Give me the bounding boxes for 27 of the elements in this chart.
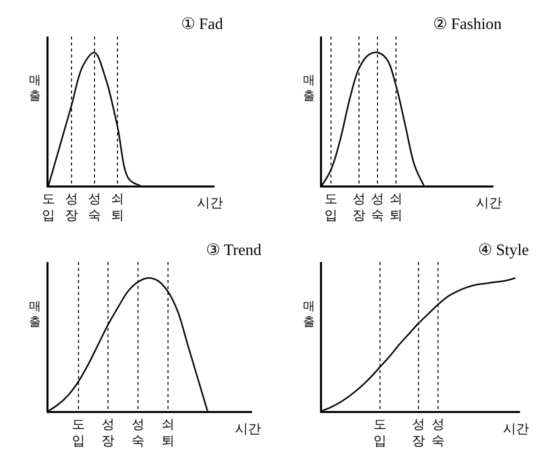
x-axis-title: 시간 (503, 422, 529, 437)
x-tick-label: 성장 (64, 192, 78, 224)
x-tick-label: 도입 (324, 192, 338, 224)
x-tick-label: 성숙 (371, 192, 384, 224)
chart-title: ① Fad (181, 16, 223, 33)
x-tick-label: 도입 (373, 417, 386, 450)
y-axis-title: 매출 (303, 299, 315, 329)
x-axis-title: 시간 (235, 422, 261, 437)
x-tick-label: 쇠퇴 (390, 192, 403, 224)
y-axis-title: 매출 (29, 73, 41, 103)
x-tick-label: 쇠퇴 (161, 417, 174, 450)
x-axis-title: 시간 (476, 196, 502, 211)
x-tick-label: 성장 (102, 417, 115, 450)
chart-title: ④ Style (478, 242, 529, 259)
x-tick-label: 성숙 (131, 417, 144, 450)
x-tick-label: 쇠퇴 (110, 192, 124, 224)
x-tick-label: 성장 (412, 417, 426, 450)
x-tick-label: 성숙 (88, 192, 101, 224)
chart-title: ③ Trend (206, 242, 262, 259)
x-tick-label: 도입 (42, 192, 56, 224)
x-axis-title: 시간 (197, 196, 223, 211)
x-tick-label: 성장 (352, 192, 366, 224)
y-axis-title: 매출 (303, 73, 315, 103)
y-axis-title: 매출 (29, 299, 41, 329)
x-tick-label: 도입 (72, 417, 85, 450)
chart-title: ② Fashion (433, 16, 502, 33)
x-tick-label: 성숙 (431, 417, 444, 450)
